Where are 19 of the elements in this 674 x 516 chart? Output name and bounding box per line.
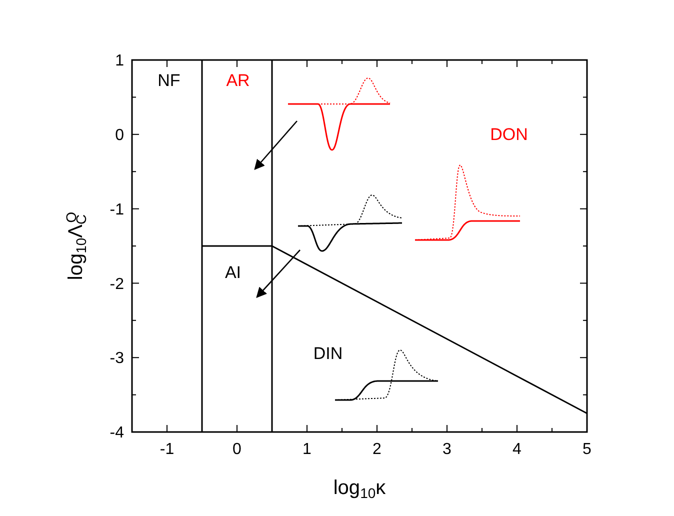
x-tick-label: 2 [372, 441, 382, 458]
y-tick-label: -2 [110, 276, 124, 293]
y-tick-label: -3 [110, 350, 124, 368]
y-tick-label: -1 [110, 201, 124, 218]
x-axis-title: log$_{10}$κ [333, 477, 387, 500]
x-tick-label: -1 [160, 441, 174, 458]
x-tick-label: 0 [232, 441, 242, 458]
annotation: DON [490, 124, 528, 144]
y-tick-label: -4 [110, 424, 124, 442]
x-tick-label: 3 [442, 441, 452, 458]
y-tick-label: 1 [115, 52, 124, 70]
annotation: NF [158, 70, 180, 90]
x-tick-label: 1 [302, 441, 312, 458]
annotation: AI [224, 262, 242, 282]
x-tick-label: 4 [512, 441, 522, 458]
annotation: AR [226, 70, 250, 90]
y-tick-label: 0 [115, 127, 124, 144]
annotation: DIN [313, 344, 343, 363]
x-tick-label: 5 [582, 441, 592, 458]
